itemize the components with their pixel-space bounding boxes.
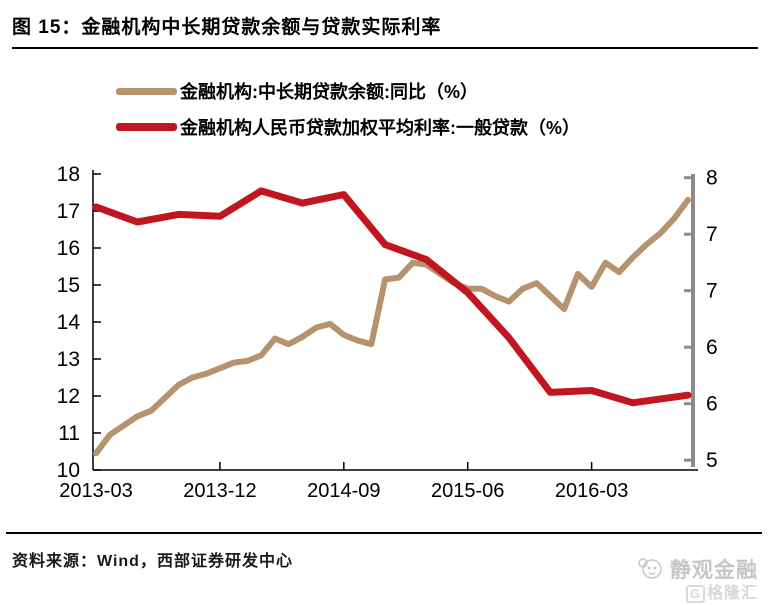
source-note: 资料来源：Wind，西部证券研发中心	[12, 553, 293, 570]
series-line-loan-balance	[93, 196, 691, 457]
right-axis-tick-label: 7	[706, 280, 718, 303]
watermark-brand-row: 静观金融	[634, 556, 758, 585]
legend-swatch-loan-balance	[116, 87, 177, 95]
right-axis-tick-label: 7	[706, 223, 718, 246]
right-axis-tick-label: 8	[706, 167, 718, 190]
left-axis-tick-label: 16	[57, 237, 80, 260]
footer-divider	[6, 532, 762, 534]
legend-swatch-lending-rate	[116, 123, 177, 131]
page-title: 图 15：金融机构中长期贷款余额与贷款实际利率	[12, 17, 442, 38]
left-axis-tick-label: 13	[57, 348, 80, 371]
left-axis-tick-label: 10	[57, 459, 80, 482]
legend-item-loan-balance: 金融机构:中长期贷款余额:同比（%）	[116, 76, 580, 106]
title-divider	[12, 47, 758, 49]
x-axis-tick-label: 2013-03	[59, 480, 132, 502]
watermark-platform-row: G 格隆汇	[634, 584, 758, 603]
watermark-brand-text: 静观金融	[670, 558, 758, 582]
legend: 金融机构:中长期贷款余额:同比（%） 金融机构人民币贷款加权平均利率:一般贷款（…	[116, 76, 580, 148]
x-axis-tick-label: 2013-12	[183, 480, 256, 502]
x-axis-tick-label: 2016-03	[555, 480, 628, 502]
legend-label-lending-rate: 金融机构人民币贷款加权平均利率:一般贷款（%）	[180, 118, 580, 138]
right-axis-tick-label: 6	[706, 393, 718, 416]
left-axis-tick-label: 14	[57, 311, 81, 334]
right-axis-tick-label: 6	[706, 336, 718, 359]
series-line-lending-rate	[92, 187, 692, 407]
legend-item-lending-rate: 金融机构人民币贷款加权平均利率:一般贷款（%）	[116, 112, 580, 142]
watermark: 静观金融 G 格隆汇	[634, 556, 758, 603]
x-axis-tick-label: 2014-09	[307, 480, 380, 502]
right-axis-tick-label: 5	[706, 449, 718, 472]
legend-label-loan-balance: 金融机构:中长期贷款余额:同比（%）	[180, 82, 478, 102]
left-axis-tick-label: 12	[57, 385, 80, 408]
platform-logo-icon: G	[685, 584, 705, 603]
left-axis-tick-label: 15	[57, 274, 80, 297]
left-axis-tick-label: 18	[57, 163, 80, 186]
left-axis-tick-label: 17	[57, 200, 80, 223]
x-axis-tick-label: 2015-06	[431, 480, 504, 502]
left-axis-tick-label: 11	[58, 422, 80, 445]
watermark-platform-text: 格隆汇	[706, 584, 758, 602]
panda-logo-icon	[634, 556, 664, 585]
